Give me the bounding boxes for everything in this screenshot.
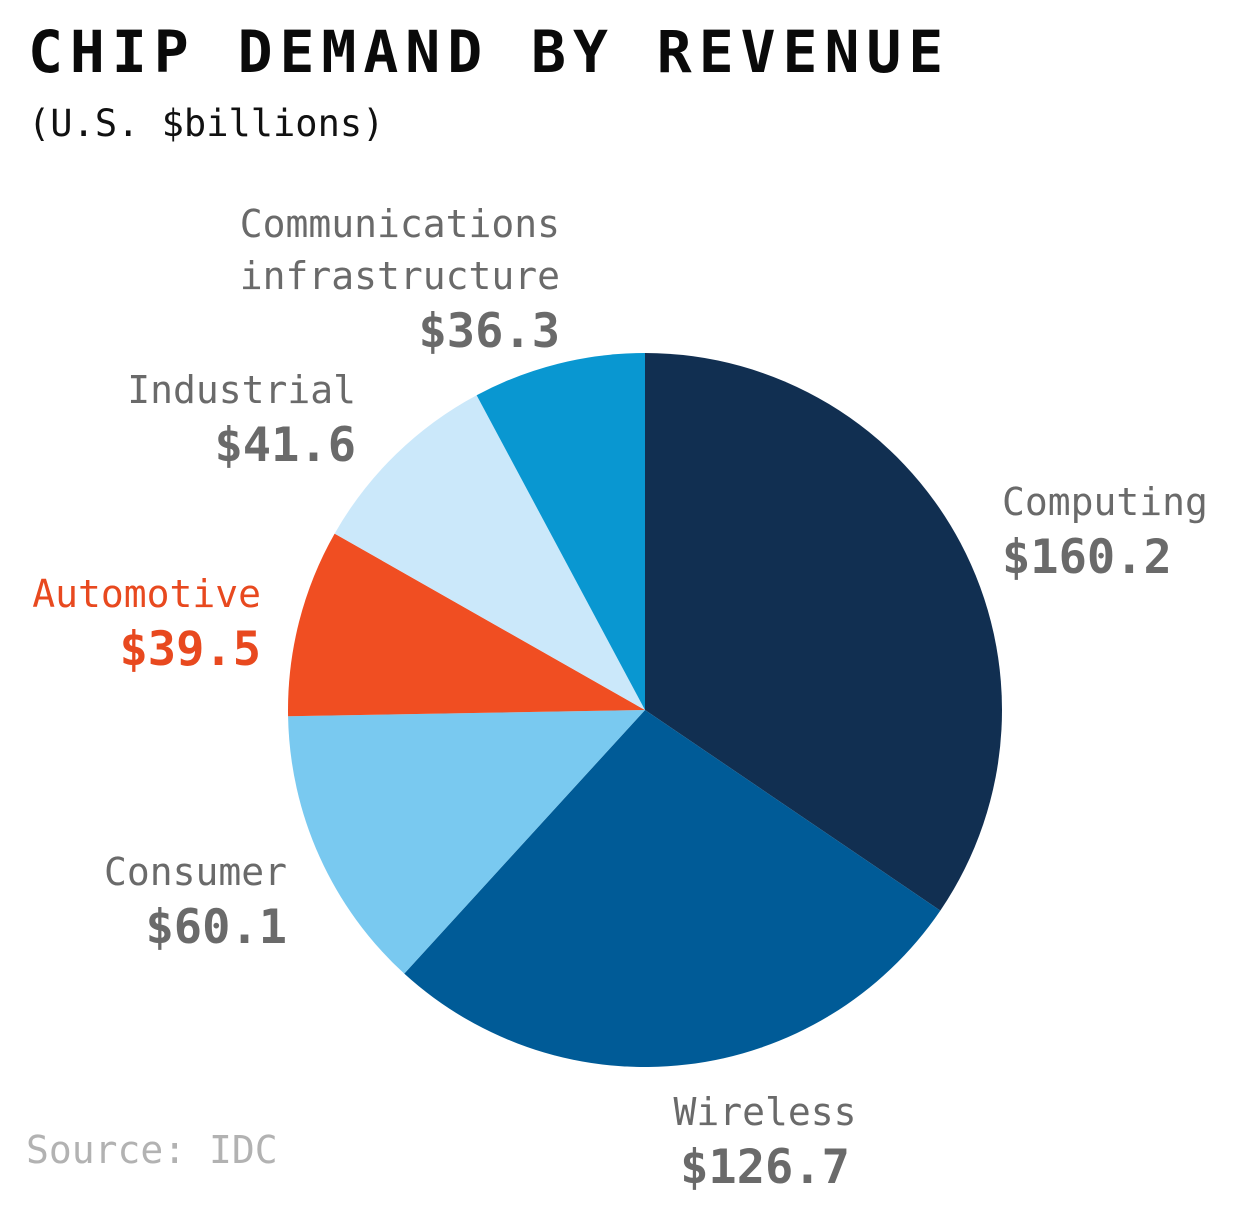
slice-value: $160.2 [1002, 530, 1172, 585]
pie-slice-consumer [288, 710, 645, 974]
pie-slice-communications-infrastructure [476, 353, 645, 710]
slice-name: Computing [1002, 480, 1208, 524]
slice-label-communications-infrastructure: Communications infrastructure $36.3 [180, 198, 560, 360]
pie-slice-automotive [288, 533, 645, 717]
slice-name: Communications infrastructure [239, 202, 560, 298]
pie-slice-computing [645, 352, 1003, 911]
slice-label-industrial: Industrial $41.6 [36, 364, 356, 474]
slice-label-computing: Computing $160.2 [1002, 476, 1242, 586]
slice-value: $41.6 [214, 418, 356, 473]
slice-label-consumer: Consumer $60.1 [0, 846, 287, 956]
chart-title: CHIP DEMAND BY REVENUE [28, 18, 951, 86]
slice-name: Wireless [673, 1090, 857, 1134]
chart-subtitle: (U.S. $billions) [28, 102, 385, 145]
slice-name: Consumer [103, 850, 287, 894]
slice-name: Industrial [127, 368, 356, 412]
source-attribution: Source: IDC [26, 1128, 278, 1172]
slice-value: $36.3 [418, 304, 560, 359]
slice-value: $126.7 [680, 1140, 850, 1195]
pie-slice-industrial [334, 395, 645, 710]
slice-name: Automotive [32, 572, 261, 616]
slice-value: $39.5 [119, 622, 261, 677]
slice-label-wireless: Wireless $126.7 [640, 1086, 890, 1196]
slice-label-automotive: Automotive $39.5 [0, 568, 261, 678]
slice-value: $60.1 [145, 900, 287, 955]
pie-slice-wireless [404, 710, 941, 1068]
